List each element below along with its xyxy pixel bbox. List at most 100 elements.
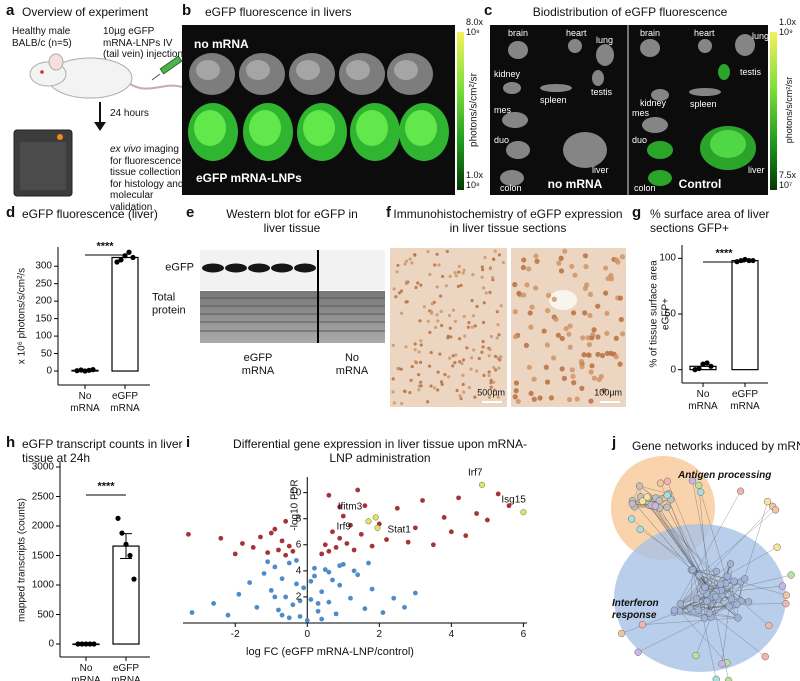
ihc-cell (591, 327, 597, 333)
network-edge (736, 501, 768, 605)
data-point (366, 560, 371, 566)
data-point (126, 249, 132, 255)
data-point (405, 539, 411, 545)
ihc-cell (570, 373, 576, 379)
data-point (297, 598, 303, 604)
ihc-cell (467, 386, 471, 390)
y-tick-label: 3000 (31, 461, 54, 473)
y-tick-label: 50 (40, 347, 52, 359)
panel-label: a (6, 2, 15, 19)
data-point (268, 530, 274, 536)
ihc-cell (541, 328, 547, 334)
ihc-cell (444, 284, 448, 288)
ihc-cell (448, 274, 452, 278)
liver-control-sheen (246, 60, 270, 80)
group-label: eGFP mRNA-LNPs (196, 171, 302, 185)
ihc-cell (526, 364, 532, 370)
gene-label: Stat1 (387, 524, 411, 536)
organ-label: testis (740, 66, 762, 77)
data-point (272, 594, 278, 600)
liver-control-sheen (394, 60, 418, 80)
ihc-cell (589, 335, 595, 341)
organ (503, 82, 521, 94)
ihc-cell (582, 310, 588, 316)
network-edge (642, 617, 738, 625)
data-point (78, 367, 84, 373)
imaging-description: ex vivo imaging for fluorescence; tissue… (110, 144, 188, 213)
ihc-cell (391, 390, 395, 394)
network-edge (711, 596, 729, 681)
network-node (705, 609, 714, 617)
scale-label: 100µm (594, 387, 622, 398)
network-node (744, 598, 753, 606)
y-tick-label: 300 (35, 260, 52, 272)
ihc-cell (435, 285, 439, 289)
ihc-cell (462, 268, 466, 272)
ihc-cell (489, 381, 493, 385)
organ (640, 39, 660, 57)
ihc-cell (392, 401, 396, 405)
data-point (704, 360, 710, 366)
network-node (765, 621, 773, 630)
data-point (83, 641, 89, 647)
ihc-cell (459, 283, 463, 288)
ihc-cell (396, 263, 400, 267)
chart-title: eGFP transcript counts in liver tissue a… (22, 437, 183, 465)
network-node (635, 482, 644, 490)
data-point (463, 533, 469, 539)
data-point (294, 581, 299, 587)
ihc-cell (404, 280, 409, 284)
data-point (272, 564, 278, 570)
network-node (628, 500, 636, 508)
ihc-cell (430, 302, 434, 306)
data-point (333, 544, 339, 550)
ihc-cell (618, 316, 624, 323)
y-tick-label: 2 (295, 591, 302, 603)
ihc-cell (569, 263, 575, 270)
network-node (695, 571, 703, 579)
data-point (130, 254, 136, 261)
data-point (322, 542, 328, 548)
data-point (91, 641, 97, 647)
ihc-cell (569, 367, 575, 373)
network-edge (637, 606, 730, 653)
ihc-cell (455, 388, 459, 393)
ihc-cell (391, 343, 395, 347)
ihc-cell (531, 396, 537, 402)
ihc-cell (451, 354, 455, 358)
data-point (337, 563, 343, 569)
network-node (692, 651, 700, 660)
network-edge (639, 485, 669, 494)
organ-label: mes (632, 107, 650, 118)
cluster-label: Antigen processing (678, 470, 772, 481)
y-axis-label: mapped transcripts (counts) (16, 497, 28, 622)
ihc-cell (418, 360, 423, 364)
ihc-cell (439, 309, 443, 314)
ihc-cell (574, 396, 580, 402)
ihc-cell (551, 296, 557, 302)
network-node (686, 604, 694, 613)
x-tick-label: -2 (230, 629, 240, 640)
organ-label: duo (494, 134, 510, 145)
ihc-cell (604, 330, 610, 336)
injection-description: 10µg eGFP mRNA-LNPs IV (tail vein) injec… (103, 26, 184, 60)
panel-title: Immunohistochemistry of eGFP expression … (393, 207, 623, 235)
data-point (240, 541, 245, 546)
organ-label: heart (566, 27, 587, 38)
ihc-cell (473, 395, 477, 399)
ihc-cell (460, 361, 464, 366)
ihc-cell (555, 332, 561, 338)
ihc-cell (403, 262, 407, 266)
data-point (268, 588, 274, 593)
data-point (319, 589, 325, 595)
ihc-cell (579, 364, 585, 370)
ihc-cell (477, 356, 481, 361)
data-point (308, 578, 314, 584)
ihc-cell (475, 369, 479, 373)
ihc-cell (399, 367, 403, 371)
network-edge (692, 569, 717, 680)
ihc-cell (454, 353, 458, 357)
ihc-image (390, 248, 507, 407)
organ (651, 89, 669, 101)
